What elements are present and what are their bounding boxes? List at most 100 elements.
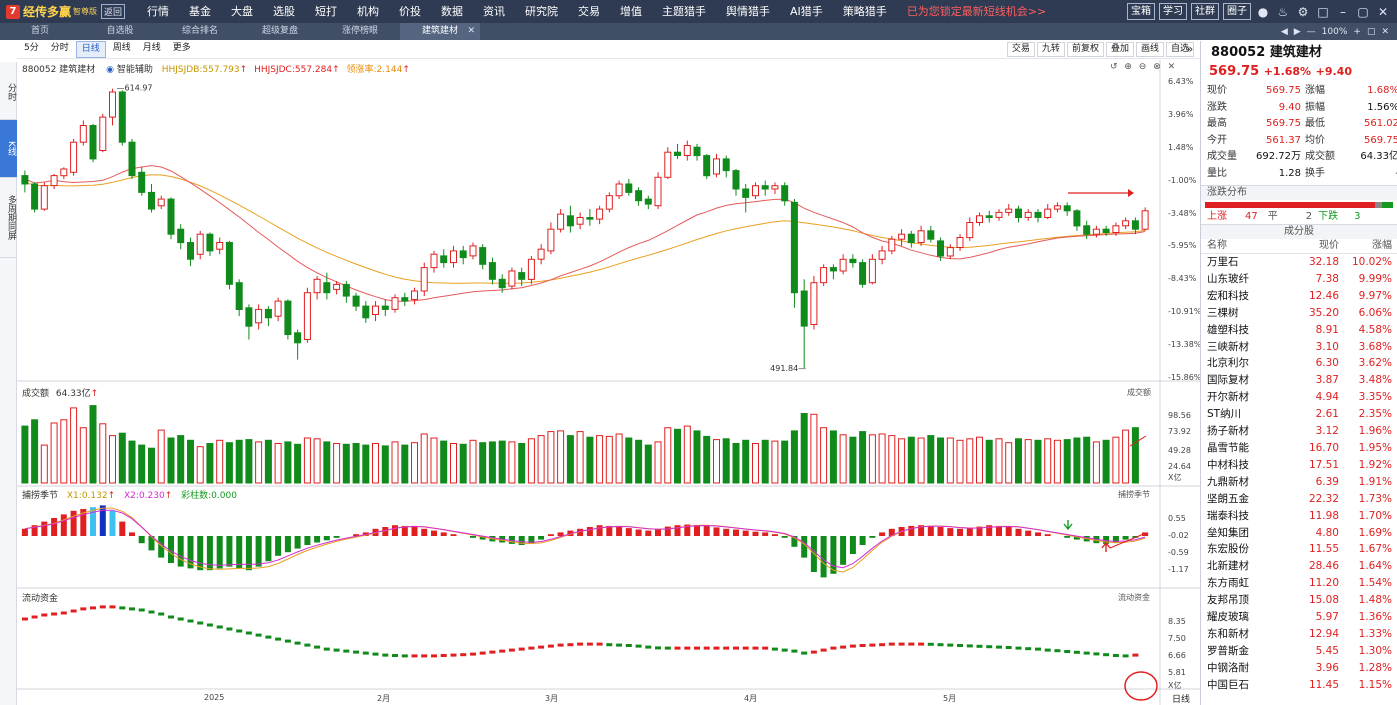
community-button[interactable]: 社群 [1191, 3, 1219, 20]
constituent-row[interactable]: 雄塑科技 8.91 4.58% [1201, 322, 1397, 339]
tab-1[interactable]: 自选股 [80, 23, 160, 40]
constituent-row[interactable]: 扬子新材 3.12 1.96% [1201, 423, 1397, 440]
menu-item-13[interactable]: 舆情猎手 [726, 5, 771, 18]
menu-item-15[interactable]: 策略猎手 [842, 5, 887, 18]
tool-3[interactable]: 叠加 [1105, 42, 1134, 57]
tool-5[interactable]: 自选 [1165, 42, 1194, 57]
collapse-right-icon[interactable]: » [1186, 42, 1194, 56]
constituent-row[interactable]: 瑞泰科技 11.98 1.70% [1201, 508, 1397, 525]
menu-item-8[interactable]: 资讯 [483, 5, 506, 18]
constituent-row[interactable]: 三棵树 35.20 6.06% [1201, 305, 1397, 322]
constituent-row[interactable]: 山东玻纤 7.38 9.99% [1201, 271, 1397, 288]
app-logo[interactable]: 7 经传多赢 智尊版 返回 [0, 0, 131, 23]
constituents-header-cell[interactable]: 涨幅 [1372, 240, 1392, 251]
tab-4[interactable]: 涨停榜眼 [320, 23, 400, 40]
constituent-row[interactable]: 友邦吊顶 15.08 1.48% [1201, 592, 1397, 609]
menu-item-14[interactable]: AI猎手 [790, 5, 823, 18]
view-multi-period[interactable]: 多周期同屏 [0, 178, 17, 258]
menu-item-7[interactable]: 数据 [441, 5, 464, 18]
constituent-row[interactable]: 九鼎新材 6.39 1.91% [1201, 474, 1397, 491]
return-button[interactable]: 返回 [101, 4, 126, 19]
constituent-row[interactable]: 北新建材 28.46 1.64% [1201, 558, 1397, 575]
tab-right-arrow-icon[interactable]: ▶ [1293, 26, 1301, 37]
tab-3[interactable]: 超级复盘 [240, 23, 320, 40]
constituent-row[interactable]: 罗普斯金 5.45 1.30% [1201, 643, 1397, 660]
tab-left-arrow-icon[interactable]: ◀ [1280, 26, 1288, 37]
smart-assist-label[interactable]: 智能辅助 [116, 65, 153, 75]
close-tab-icon[interactable]: ✕ [467, 26, 475, 36]
treasure-box-button[interactable]: 宝箱 [1127, 3, 1155, 20]
constituent-row[interactable]: 东和新材 12.94 1.33% [1201, 626, 1397, 643]
period-4[interactable]: 月线 [142, 43, 161, 53]
learn-button[interactable]: 学习 [1159, 3, 1187, 20]
catch-axis-label: 0.55 [1168, 514, 1186, 523]
fullscreen-icon[interactable]: ▢ [1366, 26, 1376, 37]
promo-link[interactable]: 已为您锁定最新短线机会>> [906, 5, 1047, 18]
tab-5[interactable]: 建筑建材 ✕ [400, 23, 480, 40]
tool-1[interactable]: 九转 [1036, 42, 1065, 57]
constituent-row[interactable]: 中材科技 17.51 1.92% [1201, 457, 1397, 474]
constituent-row[interactable]: 中钢洛耐 3.96 1.28% [1201, 660, 1397, 677]
view-kline[interactable]: K线 [0, 120, 17, 178]
constituents-header-cell[interactable]: 现价 [1319, 240, 1339, 251]
catch-bar [265, 536, 272, 562]
menu-item-4[interactable]: 短打 [315, 5, 338, 18]
constituent-row[interactable]: 北京利尔 6.30 3.62% [1201, 355, 1397, 372]
menu-item-6[interactable]: 价投 [399, 5, 422, 18]
menu-item-10[interactable]: 交易 [578, 5, 601, 18]
maximize-icon[interactable]: ▢ [1357, 4, 1369, 19]
zoom-out-button[interactable]: — [1306, 26, 1316, 37]
menu-item-0[interactable]: 行情 [147, 5, 170, 18]
flow-mark [820, 648, 827, 652]
constituent-row[interactable]: 东宏股份 11.55 1.67% [1201, 541, 1397, 558]
menu-item-2[interactable]: 大盘 [231, 5, 254, 18]
window-icon[interactable]: □ [1317, 4, 1329, 19]
constituent-row[interactable]: 晶雪节能 16.70 1.95% [1201, 440, 1397, 457]
tool-2[interactable]: 前复权 [1066, 42, 1104, 57]
smart-assist-icon[interactable]: ◉ [106, 65, 114, 75]
circle-button[interactable]: 圈子 [1223, 3, 1251, 20]
close-icon[interactable]: ✕ [1377, 4, 1389, 19]
chart-area[interactable]: —614.97 491.84— [0, 0, 1200, 705]
bottom-mode-label[interactable]: 日线 [1172, 695, 1191, 705]
period-1[interactable]: 分时 [50, 43, 69, 53]
constituent-row[interactable]: 坚朗五金 22.32 1.73% [1201, 491, 1397, 508]
catch-bar [888, 528, 895, 536]
user-icon[interactable]: ● [1257, 4, 1269, 19]
constituents-header-cell[interactable]: 名称 [1207, 240, 1227, 251]
menu-item-1[interactable]: 基金 [189, 5, 212, 18]
bell-icon[interactable]: ♨ [1277, 4, 1289, 19]
constituent-row[interactable]: 开尔新材 4.94 3.35% [1201, 389, 1397, 406]
tool-4[interactable]: 画线 [1135, 42, 1164, 57]
constituent-row[interactable]: 国际复材 3.87 3.48% [1201, 372, 1397, 389]
stock-change: 1.95% [1358, 441, 1392, 454]
volume-bar [927, 435, 935, 484]
constituent-row[interactable]: 中国巨石 11.45 1.15% [1201, 677, 1397, 694]
gear-icon[interactable]: ⚙ [1297, 4, 1309, 19]
period-3[interactable]: 周线 [112, 43, 131, 53]
zoom-in-button[interactable]: + [1353, 26, 1361, 37]
catch-bar [625, 528, 632, 536]
period-0[interactable]: 5分 [24, 43, 39, 53]
constituent-row[interactable]: 垒知集团 4.80 1.69% [1201, 525, 1397, 542]
menu-item-12[interactable]: 主题猎手 [662, 5, 707, 18]
tab-close-icon[interactable]: ✕ [1381, 26, 1389, 37]
menu-item-9[interactable]: 研究院 [525, 5, 559, 18]
menu-item-11[interactable]: 增值 [620, 5, 643, 18]
menu-item-3[interactable]: 选股 [273, 5, 296, 18]
constituent-row[interactable]: 东方雨虹 11.20 1.54% [1201, 575, 1397, 592]
tab-0[interactable]: 首页 [0, 23, 80, 40]
menu-item-5[interactable]: 机构 [357, 5, 380, 18]
constituent-row[interactable]: 耀皮玻璃 5.97 1.36% [1201, 609, 1397, 626]
period-2[interactable]: 日线 [75, 41, 106, 58]
constituent-row[interactable]: 万里石 32.18 10.02% [1201, 254, 1397, 271]
minimize-icon[interactable]: – [1340, 4, 1346, 19]
period-5[interactable]: 更多 [172, 43, 191, 53]
constituent-row[interactable]: 宏和科技 12.46 9.97% [1201, 288, 1397, 305]
constituent-row[interactable]: ST纳川 2.61 2.35% [1201, 406, 1397, 423]
tool-0[interactable]: 交易 [1006, 42, 1035, 57]
constituent-row[interactable]: 三峡新材 3.10 3.68% [1201, 339, 1397, 356]
view-intraday[interactable]: 分时 [0, 62, 17, 120]
tab-2[interactable]: 综合排名 [160, 23, 240, 40]
panel-controls[interactable]: ↺ ⊕ ⊖ ⊗ ✕ [1110, 62, 1178, 72]
